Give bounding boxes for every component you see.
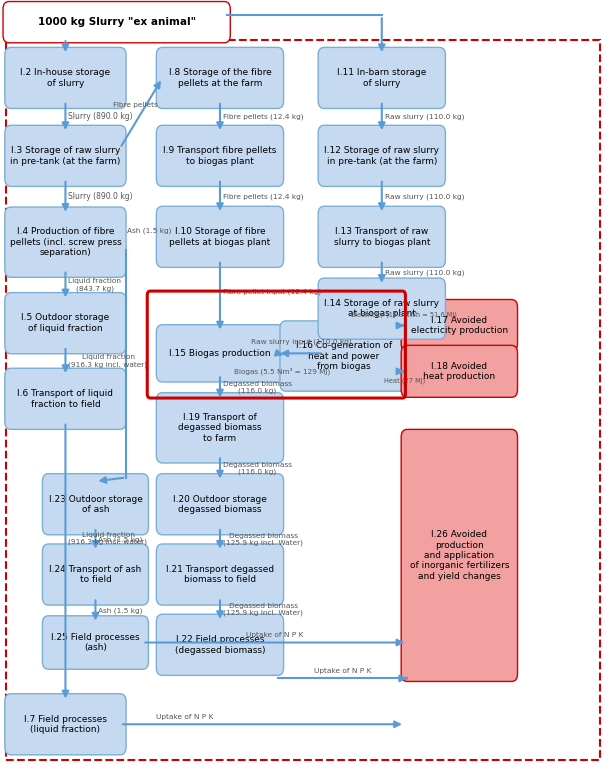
Text: Liquid fraction
(916.3 kg incl. water): Liquid fraction (916.3 kg incl. water) [68,532,148,545]
Text: I.7 Field processes
(liquid fraction): I.7 Field processes (liquid fraction) [24,714,107,734]
FancyBboxPatch shape [5,207,126,277]
Text: Fibre pellet input (12.4 kg): Fibre pellet input (12.4 kg) [223,289,321,296]
Text: Raw slurry (110.0 kg): Raw slurry (110.0 kg) [385,270,464,276]
Text: Degassed biomass
(125.9 kg incl. Water): Degassed biomass (125.9 kg incl. Water) [223,603,303,617]
FancyBboxPatch shape [280,321,407,391]
Text: I.11 In-barn storage
of slurry: I.11 In-barn storage of slurry [337,68,427,88]
Text: I.18 Avoided
heat production: I.18 Avoided heat production [423,361,496,381]
FancyBboxPatch shape [5,125,126,186]
Text: I.5 Outdoor storage
of liquid fraction: I.5 Outdoor storage of liquid fraction [21,313,110,333]
FancyBboxPatch shape [401,429,518,681]
FancyBboxPatch shape [401,345,518,397]
FancyBboxPatch shape [318,125,445,186]
Text: 1000 kg Slurry "ex animal": 1000 kg Slurry "ex animal" [38,17,196,28]
Text: I.19 Transport of
degassed biomass
to farm: I.19 Transport of degassed biomass to fa… [178,413,262,443]
Text: I.15 Biogas production: I.15 Biogas production [169,349,271,358]
FancyBboxPatch shape [401,299,518,351]
Text: I.20 Outdoor storage
degassed biomass: I.20 Outdoor storage degassed biomass [173,494,267,514]
Text: Degassed biomass
(116.0 kg): Degassed biomass (116.0 kg) [223,380,292,394]
Text: I.22 Field processes
(degassed biomass): I.22 Field processes (degassed biomass) [175,635,265,655]
Text: Ash (1.5 kg): Ash (1.5 kg) [98,607,143,613]
Text: I.14 Storage of raw slurry
at biogas plant: I.14 Storage of raw slurry at biogas pla… [324,299,439,319]
Text: I.23 Outdoor storage
of ash: I.23 Outdoor storage of ash [48,494,142,514]
Text: I.9 Transport fibre pellets
to biogas plant: I.9 Transport fibre pellets to biogas pl… [163,146,277,166]
Text: I.21 Transport degassed
biomass to field: I.21 Transport degassed biomass to field [166,565,274,584]
FancyBboxPatch shape [42,544,148,605]
Text: Slurry (890.0 kg): Slurry (890.0 kg) [68,193,133,201]
Text: I.2 In-house storage
of slurry: I.2 In-house storage of slurry [21,68,110,88]
FancyBboxPatch shape [156,47,284,108]
Text: Ash (1.5 kg): Ash (1.5 kg) [127,228,171,234]
FancyBboxPatch shape [42,474,148,535]
Text: I.3 Storage of raw slurry
in pre-tank (at the farm): I.3 Storage of raw slurry in pre-tank (a… [10,146,121,166]
FancyBboxPatch shape [318,47,445,108]
Text: Uptake of N P K: Uptake of N P K [314,668,371,674]
Text: Fibre pellets (12.4 kg): Fibre pellets (12.4 kg) [223,193,304,199]
Text: I.26 Avoided
production
and application
of inorganic fertilizers
and yield chang: I.26 Avoided production and application … [410,530,509,581]
FancyBboxPatch shape [5,47,126,108]
FancyBboxPatch shape [318,278,445,339]
Text: Heat (27 MJ): Heat (27 MJ) [384,377,425,384]
Text: I.17 Avoided
electricity production: I.17 Avoided electricity production [411,316,508,335]
FancyBboxPatch shape [156,614,284,675]
FancyBboxPatch shape [156,393,284,463]
Text: Uptake of N P K: Uptake of N P K [156,714,214,720]
FancyBboxPatch shape [3,2,230,43]
Text: I.16 Co-generation of
heat and power
from biogas: I.16 Co-generation of heat and power fro… [296,341,391,371]
Text: Liquid fraction
(916.3 kg incl. water): Liquid fraction (916.3 kg incl. water) [68,354,148,367]
Text: Raw slurry (110.0 kg): Raw slurry (110.0 kg) [385,193,464,199]
Text: Fibre pellets: Fibre pellets [113,102,158,108]
Text: I.12 Storage of raw slurry
in pre-tank (at the farm): I.12 Storage of raw slurry in pre-tank (… [324,146,439,166]
Text: I.8 Storage of the fibre
pellets at the farm: I.8 Storage of the fibre pellets at the … [168,68,271,88]
FancyBboxPatch shape [5,293,126,354]
Text: Degassed biomass
(116.0 kg): Degassed biomass (116.0 kg) [223,461,292,475]
Text: Slurry (890.0 kg): Slurry (890.0 kg) [68,112,133,121]
FancyBboxPatch shape [156,206,284,267]
FancyBboxPatch shape [156,325,284,382]
Text: I.13 Transport of raw
slurry to biogas plant: I.13 Transport of raw slurry to biogas p… [333,227,430,247]
Text: Raw slurry input (110.0 kg): Raw slurry input (110.0 kg) [250,338,351,345]
Text: I.10 Storage of fibre
pellets at biogas plant: I.10 Storage of fibre pellets at biogas … [169,227,271,247]
Text: Biogas (5.5 Nm³ = 129 MJ): Biogas (5.5 Nm³ = 129 MJ) [234,367,330,375]
Text: I.25 Field processes
(ash): I.25 Field processes (ash) [51,633,140,652]
FancyBboxPatch shape [318,206,445,267]
FancyBboxPatch shape [156,125,284,186]
Text: Raw slurry (110.0 kg): Raw slurry (110.0 kg) [385,114,464,120]
Text: I.6 Transport of liquid
fraction to field: I.6 Transport of liquid fraction to fiel… [18,389,113,409]
Text: Fibre pellets (12.4 kg): Fibre pellets (12.4 kg) [223,114,304,120]
Text: Liquid fraction
(843.7 kg): Liquid fraction (843.7 kg) [68,278,121,292]
Text: I.24 Transport of ash
to field: I.24 Transport of ash to field [49,565,142,584]
FancyBboxPatch shape [5,694,126,755]
FancyBboxPatch shape [42,616,148,669]
FancyBboxPatch shape [156,474,284,535]
Text: I.4 Production of fibre
pellets (incl. screw press
separation): I.4 Production of fibre pellets (incl. s… [10,227,121,257]
Text: Ash (1.5 kg): Ash (1.5 kg) [98,536,143,542]
Text: Electricity (14.3 kWh = 51.6 MJ): Electricity (14.3 kWh = 51.6 MJ) [351,312,457,318]
FancyBboxPatch shape [156,544,284,605]
Text: Degassed biomass
(125.9 kg incl. Water): Degassed biomass (125.9 kg incl. Water) [223,533,303,546]
Text: Uptake of N P K: Uptake of N P K [246,632,304,638]
FancyBboxPatch shape [5,368,126,429]
